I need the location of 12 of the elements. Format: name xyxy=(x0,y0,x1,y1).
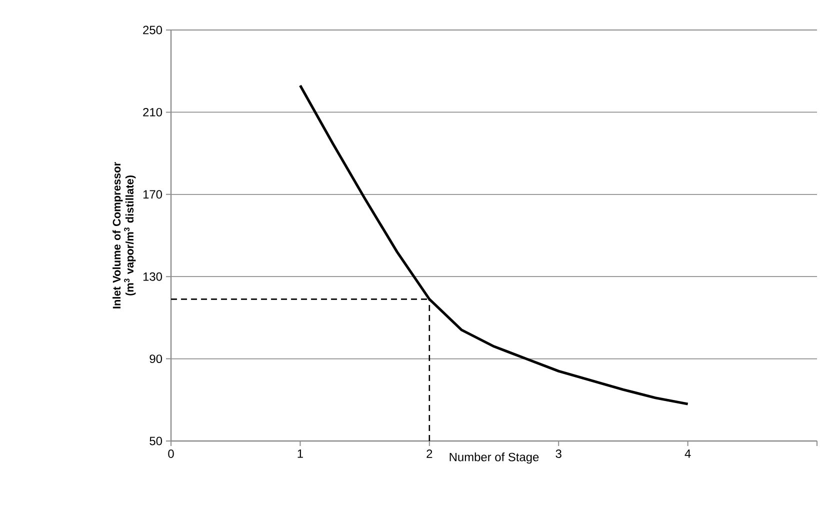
x-tick-label: 4 xyxy=(684,450,691,458)
y-tick-label: 170 xyxy=(143,190,162,199)
y-tick-label: 90 xyxy=(150,354,162,364)
x-tick-label: 0 xyxy=(168,450,174,458)
x-tick-label: 2 xyxy=(426,450,432,458)
y-tick-label: 130 xyxy=(143,272,162,281)
x-tick-label: 3 xyxy=(556,450,562,458)
y-tick-label: 50 xyxy=(150,436,162,446)
x-tick-label: 1 xyxy=(298,450,303,458)
y-tick-label: 210 xyxy=(143,108,162,116)
y-tick-label: 250 xyxy=(143,26,162,34)
x-axis-title: Number of Stage xyxy=(450,452,539,464)
